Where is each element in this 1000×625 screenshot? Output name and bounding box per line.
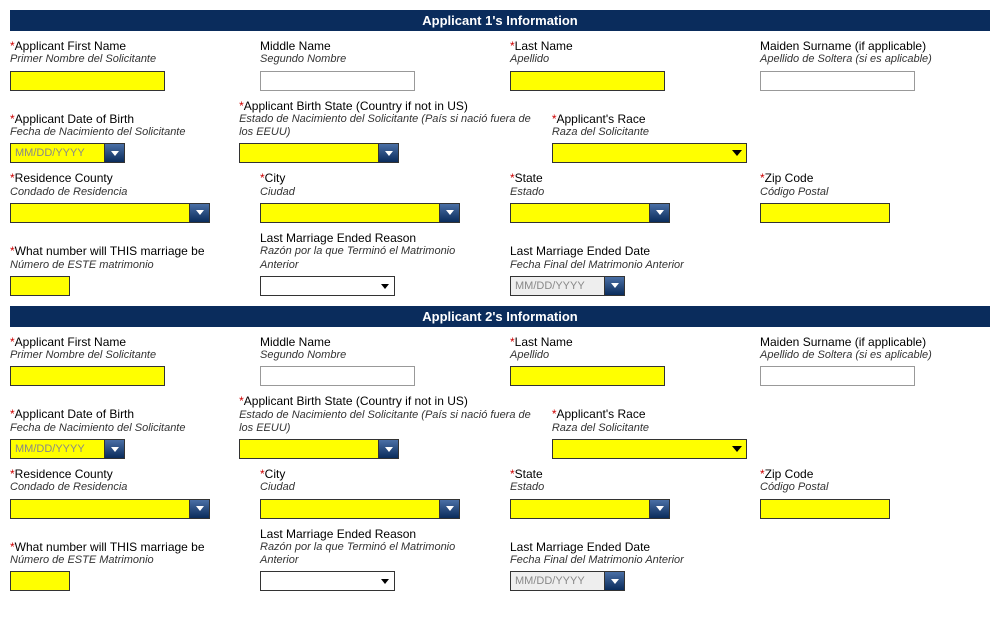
chevron-down-icon	[649, 500, 669, 518]
chevron-down-icon	[189, 500, 209, 518]
input-app1-maiden[interactable]	[760, 71, 915, 91]
chevron-down-icon	[649, 204, 669, 222]
chevron-down-icon	[189, 204, 209, 222]
input-app1-ended-date[interactable]: MM/DD/YYYY	[510, 276, 625, 296]
label-state: *StateEstado	[510, 171, 740, 199]
input-app2-zip[interactable]	[760, 499, 890, 519]
label-maiden: Maiden Surname (if applicable)Apellido d…	[760, 39, 990, 67]
select-app1-res-county[interactable]	[10, 203, 210, 223]
calendar-icon[interactable]	[104, 440, 124, 458]
select-app2-race[interactable]	[552, 439, 747, 459]
select-app1-birth-state[interactable]	[239, 143, 399, 163]
input-app1-last-name[interactable]	[510, 71, 665, 91]
input-app1-middle-name[interactable]	[260, 71, 415, 91]
chevron-down-icon	[439, 500, 459, 518]
label-res-county-2: *Residence CountyCondado de Residencia	[10, 467, 240, 495]
label-ended-reason-2: Last Marriage Ended ReasonRazón por la q…	[260, 527, 490, 568]
input-app1-marriage-num[interactable]	[10, 276, 70, 296]
label-city-2: *CityCiudad	[260, 467, 490, 495]
input-app1-dob[interactable]: MM/DD/YYYY	[10, 143, 125, 163]
label-ended-date: Last Marriage Ended DateFecha Final del …	[510, 244, 740, 272]
select-app1-city[interactable]	[260, 203, 460, 223]
label-race: *Applicant's RaceRaza del Solicitante	[552, 112, 761, 140]
label-city: *CityCiudad	[260, 171, 490, 199]
label-last-name: *Last NameApellido	[510, 39, 740, 67]
chevron-down-icon	[439, 204, 459, 222]
label-first-name-2: *Applicant First NamePrimer Nombre del S…	[10, 335, 240, 363]
input-app2-first-name[interactable]	[10, 366, 165, 386]
select-app2-res-county[interactable]	[10, 499, 210, 519]
input-app2-middle-name[interactable]	[260, 366, 415, 386]
label-middle-name-2: Middle NameSegundo Nombre	[260, 335, 490, 363]
chevron-down-icon	[378, 440, 398, 458]
calendar-icon[interactable]	[604, 277, 624, 295]
select-app1-race[interactable]	[552, 143, 747, 163]
label-dob-2: *Applicant Date of BirthFecha de Nacimie…	[10, 407, 219, 435]
section-header-applicant2: Applicant 2's Information	[10, 306, 990, 327]
calendar-icon[interactable]	[604, 572, 624, 590]
label-marriage-num-2: *What number will THIS marriage beNúmero…	[10, 540, 240, 568]
label-ended-date-2: Last Marriage Ended DateFecha Final del …	[510, 540, 740, 568]
select-app2-birth-state[interactable]	[239, 439, 399, 459]
label-marriage-num: *What number will THIS marriage beNúmero…	[10, 244, 240, 272]
label-ended-reason: Last Marriage Ended ReasonRazón por la q…	[260, 231, 490, 272]
calendar-icon[interactable]	[104, 144, 124, 162]
select-app1-state[interactable]	[510, 203, 670, 223]
chevron-down-icon	[378, 144, 398, 162]
input-app2-ended-date[interactable]: MM/DD/YYYY	[510, 571, 625, 591]
label-middle-name: Middle NameSegundo Nombre	[260, 39, 490, 67]
label-birth-state: *Applicant Birth State (Country if not i…	[239, 99, 532, 140]
select-app2-ended-reason[interactable]	[260, 571, 395, 591]
section-header-applicant1: Applicant 1's Information	[10, 10, 990, 31]
label-race-2: *Applicant's RaceRaza del Solicitante	[552, 407, 761, 435]
input-app2-dob[interactable]: MM/DD/YYYY	[10, 439, 125, 459]
label-first-name: *Applicant First NamePrimer Nombre del S…	[10, 39, 240, 67]
label-last-name-2: *Last NameApellido	[510, 335, 740, 363]
label-res-county: *Residence CountyCondado de Residencia	[10, 171, 240, 199]
select-app2-state[interactable]	[510, 499, 670, 519]
label-birth-state-2: *Applicant Birth State (Country if not i…	[239, 394, 532, 435]
input-app1-zip[interactable]	[760, 203, 890, 223]
select-app1-ended-reason[interactable]	[260, 276, 395, 296]
input-app2-last-name[interactable]	[510, 366, 665, 386]
label-state-2: *StateEstado	[510, 467, 740, 495]
input-app2-maiden[interactable]	[760, 366, 915, 386]
label-maiden-2: Maiden Surname (if applicable)Apellido d…	[760, 335, 990, 363]
label-zip-2: *Zip CodeCódigo Postal	[760, 467, 990, 495]
select-app2-city[interactable]	[260, 499, 460, 519]
input-app2-marriage-num[interactable]	[10, 571, 70, 591]
label-dob: *Applicant Date of BirthFecha de Nacimie…	[10, 112, 219, 140]
input-app1-first-name[interactable]	[10, 71, 165, 91]
label-zip: *Zip CodeCódigo Postal	[760, 171, 990, 199]
